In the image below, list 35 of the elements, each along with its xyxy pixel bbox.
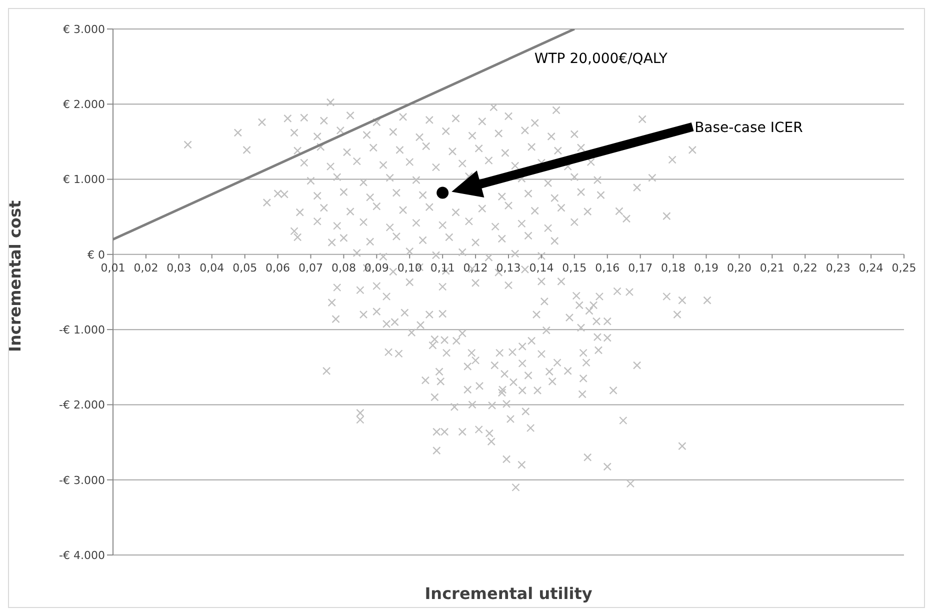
- y-tick-label: € 3.000: [63, 22, 105, 36]
- x-tick-label: 0,13: [496, 261, 521, 274]
- x-tick-label: 0,12: [463, 261, 488, 274]
- x-tick-label: 0,03: [166, 261, 192, 274]
- x-tick-label: 0,04: [200, 261, 224, 274]
- y-tick-label: € 2.000: [63, 98, 105, 112]
- x-tick-label: 0,05: [232, 261, 258, 274]
- x-tick-label: 0,25: [892, 261, 916, 274]
- y-tick-label: € 0: [88, 248, 105, 262]
- x-tick-label: 0,17: [628, 261, 653, 274]
- x-tick-label: 0,19: [694, 261, 718, 274]
- x-tick-label: 0,07: [298, 261, 323, 274]
- x-tick-label: 0,21: [760, 261, 784, 274]
- x-tick-label: 0,23: [826, 261, 850, 274]
- x-tick-label: 0,15: [562, 261, 587, 274]
- y-tick-label: -€ 4.000: [59, 548, 105, 562]
- x-tick-label: 0,09: [364, 261, 389, 274]
- x-tick-label: 0,22: [792, 261, 818, 274]
- x-tick-label: 0,11: [430, 261, 455, 274]
- y-tick-label: -€ 2.000: [59, 398, 105, 412]
- annotation: Base-case ICER: [694, 120, 804, 136]
- y-tick-label: -€ 3.000: [59, 474, 105, 487]
- x-tick-label: 0,08: [331, 261, 356, 274]
- y-tick-label: -€ 1.000: [59, 323, 105, 336]
- x-tick-label: 0,14: [529, 261, 554, 274]
- x-tick-label: 0,18: [661, 261, 686, 274]
- x-tick-label: 0,24: [858, 261, 884, 274]
- series-label: WTP 20,000€/QALY: [534, 51, 668, 67]
- x-axis-title: Incremental utility: [424, 584, 593, 603]
- x-tick-label: 0,10: [397, 261, 422, 274]
- x-tick-label: 0,20: [726, 261, 752, 274]
- y-tick-label: € 1.000: [63, 173, 105, 186]
- x-tick-label: 0,02: [134, 261, 158, 274]
- x-tick-label: 0,06: [266, 261, 290, 274]
- x-tick-label: 0,16: [595, 261, 620, 274]
